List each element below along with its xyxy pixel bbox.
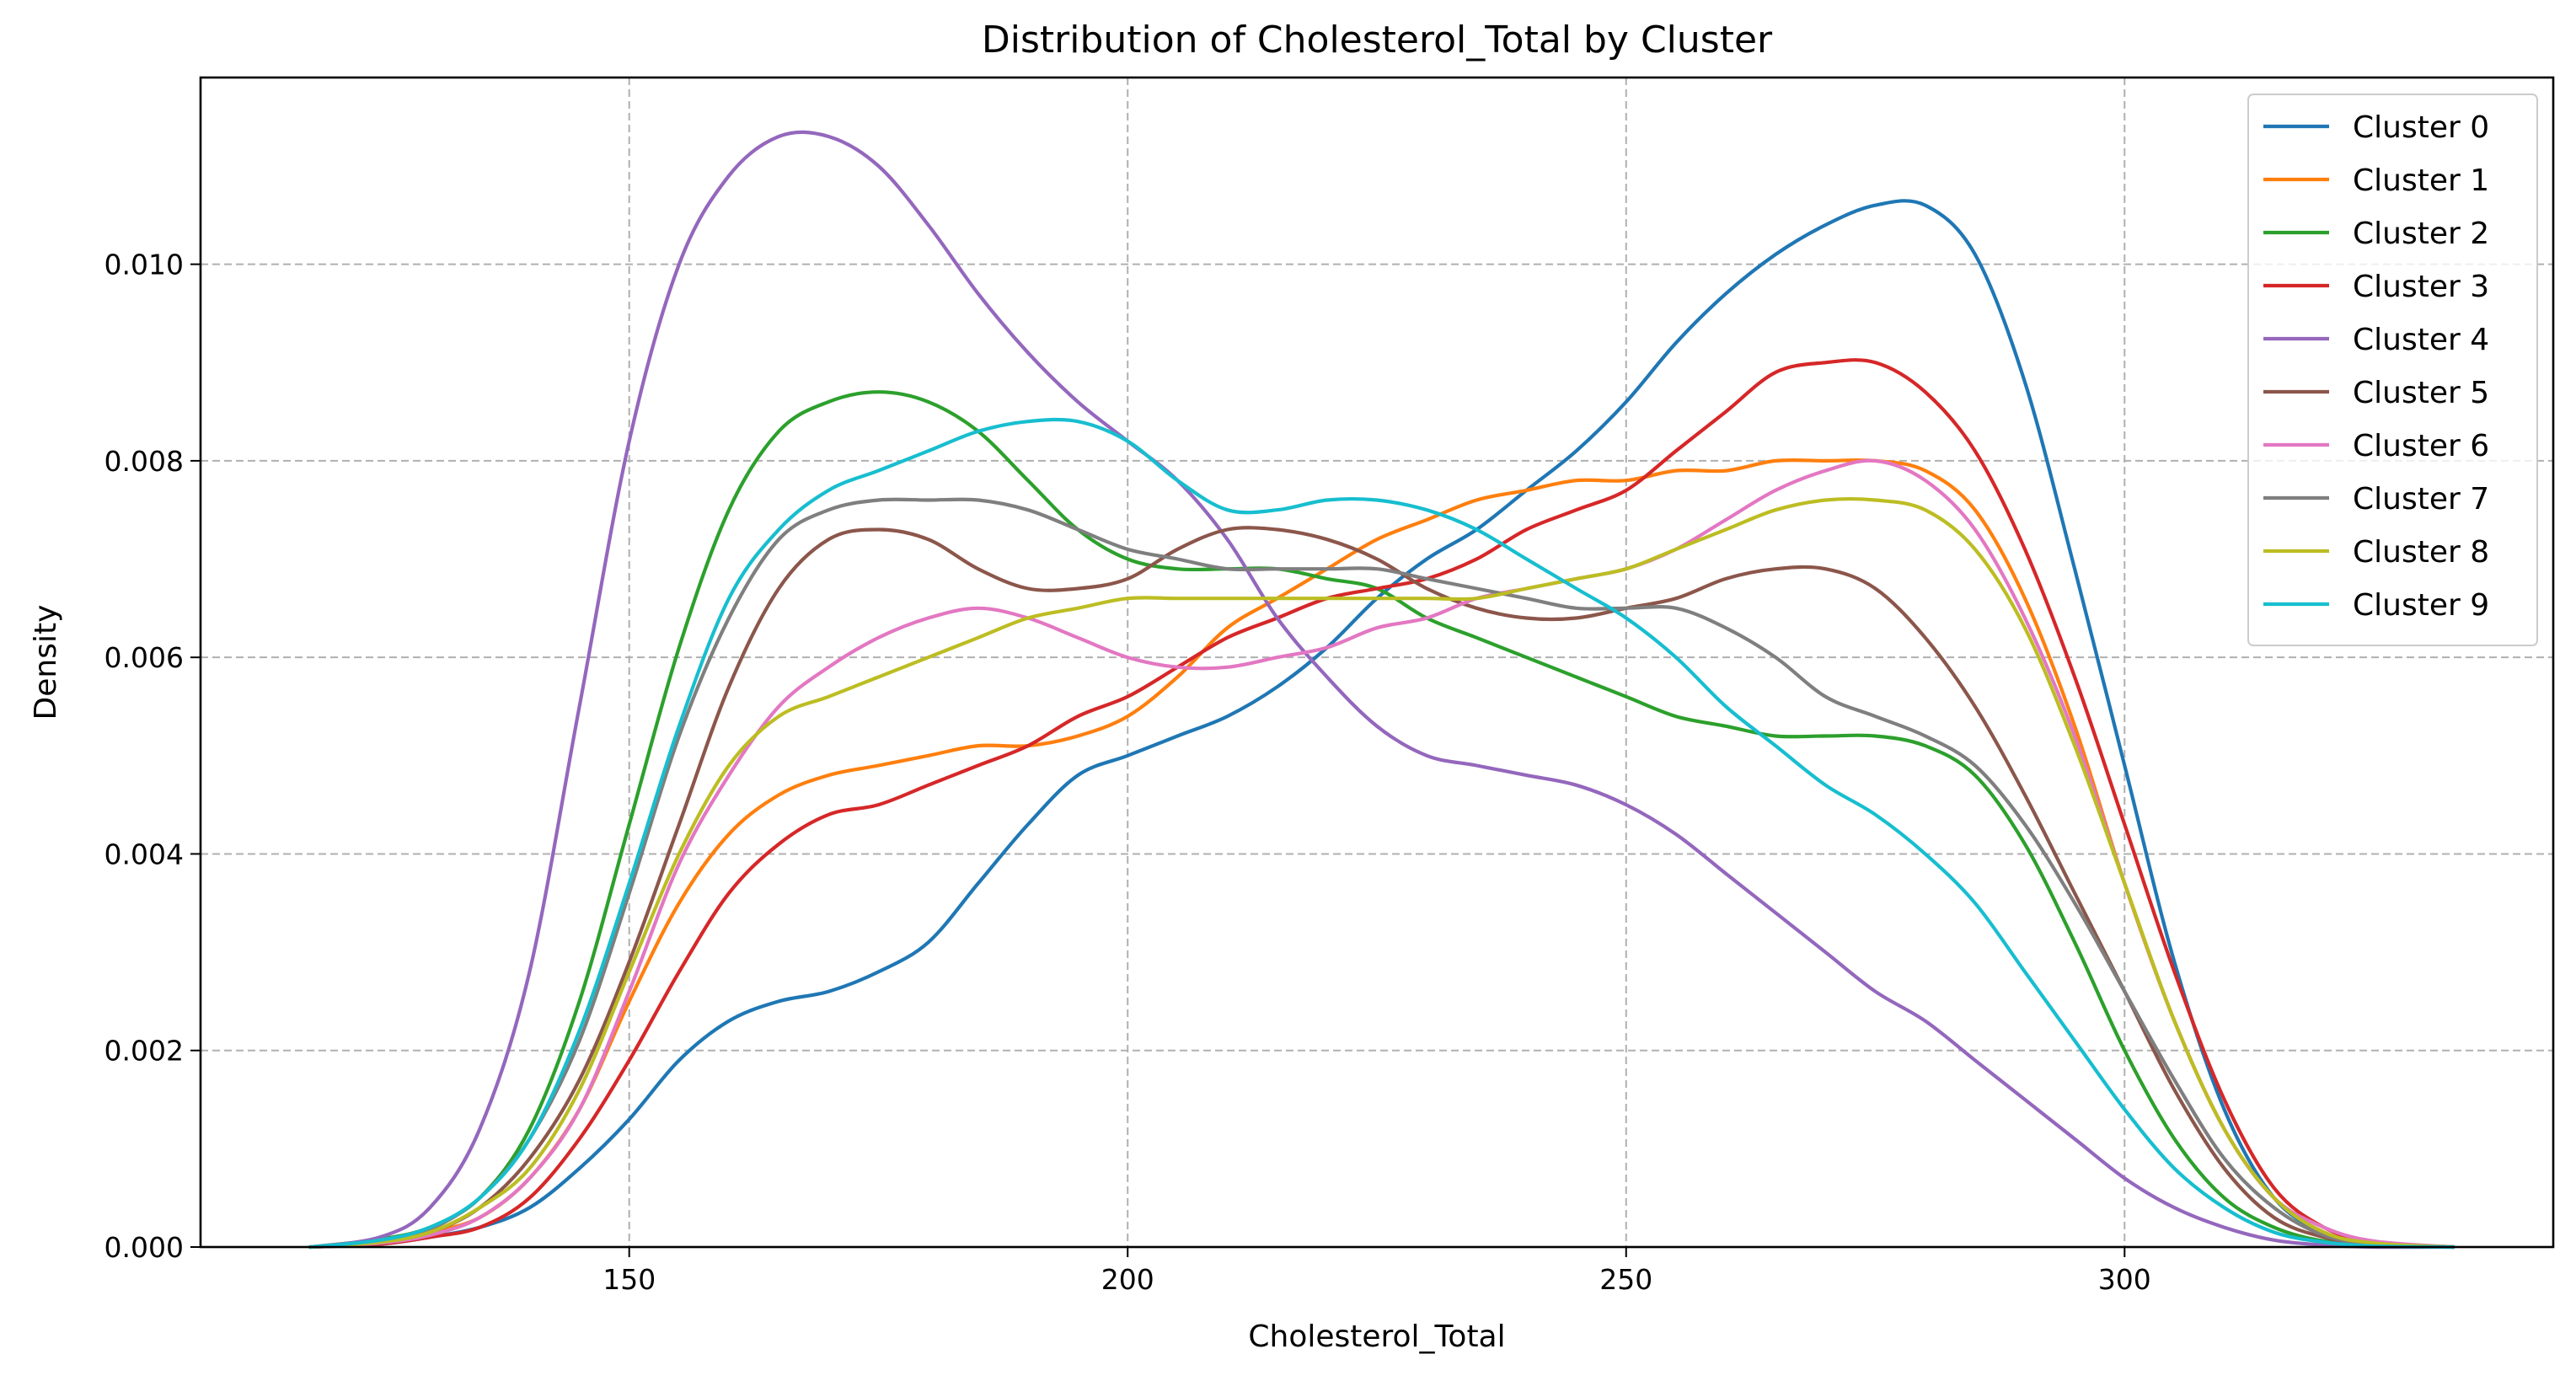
axis-ticks: 150 200 250 300 0.000 0.002 0.004 0.006 0.008 0.0… bbox=[104, 249, 2151, 1296]
series-line-cluster-9 bbox=[308, 417, 2456, 1250]
series-line-cluster-4 bbox=[308, 130, 2456, 1250]
series-line-cluster-5 bbox=[308, 526, 2456, 1250]
legend-label: Cluster 3 bbox=[2353, 270, 2489, 304]
y-tick-label: 0.010 bbox=[104, 249, 184, 281]
x-tick-label: 200 bbox=[1101, 1263, 1154, 1296]
x-tick-label: 150 bbox=[602, 1263, 656, 1296]
legend: Cluster 0 Cluster 1 Cluster 2 Cluster 3 Clus… bbox=[2247, 94, 2538, 646]
series-line-cluster-7 bbox=[308, 497, 2456, 1250]
x-tick-label: 300 bbox=[2098, 1263, 2151, 1296]
y-tick-label: 0.000 bbox=[104, 1231, 184, 1264]
legend-label: Cluster 0 bbox=[2353, 110, 2489, 145]
x-axis-label: Cholesterol_Total bbox=[1248, 1319, 1505, 1354]
legend-label: Cluster 9 bbox=[2353, 588, 2489, 623]
y-axis-label: Density bbox=[29, 605, 63, 720]
y-tick-label: 0.006 bbox=[104, 641, 184, 674]
legend-label: Cluster 4 bbox=[2353, 323, 2489, 357]
y-tick-label: 0.008 bbox=[104, 445, 184, 478]
density-curves bbox=[308, 130, 2456, 1250]
series-line-cluster-8 bbox=[308, 496, 2456, 1250]
legend-label: Cluster 7 bbox=[2353, 482, 2489, 517]
series-line-cluster-2 bbox=[308, 390, 2456, 1250]
legend-label: Cluster 5 bbox=[2353, 376, 2489, 410]
legend-label: Cluster 6 bbox=[2353, 429, 2489, 463]
legend-label: Cluster 2 bbox=[2353, 217, 2489, 251]
chart-title: Distribution of Cholesterol_Total by Clu… bbox=[982, 19, 1773, 62]
legend-label: Cluster 8 bbox=[2353, 535, 2489, 570]
series-line-cluster-0 bbox=[308, 199, 2456, 1250]
legend-label: Cluster 1 bbox=[2353, 163, 2489, 198]
plot-area-frame bbox=[199, 76, 2555, 1249]
y-tick-label: 0.002 bbox=[104, 1035, 184, 1068]
y-tick-label: 0.004 bbox=[104, 838, 184, 870]
x-tick-label: 250 bbox=[1599, 1263, 1652, 1296]
